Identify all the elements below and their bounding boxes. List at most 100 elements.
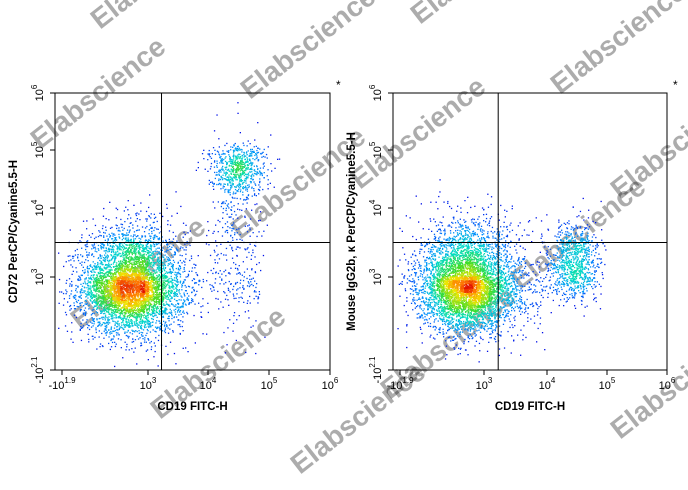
data-point [107, 293, 109, 295]
data-point [240, 180, 242, 182]
data-point [100, 280, 102, 282]
data-point [135, 318, 137, 320]
data-point [147, 320, 149, 322]
data-point [136, 260, 138, 263]
data-point [114, 234, 116, 236]
data-point [146, 262, 148, 264]
data-point [259, 178, 261, 180]
data-point [117, 269, 120, 271]
data-point [224, 178, 227, 180]
data-point [141, 325, 143, 327]
data-point [139, 247, 141, 250]
data-point [233, 150, 235, 152]
data-point [241, 163, 243, 165]
data-point [118, 316, 120, 318]
data-point [108, 233, 110, 235]
data-point [167, 304, 170, 307]
data-point [241, 274, 243, 276]
data-point [245, 180, 247, 182]
data-point [132, 267, 135, 269]
data-point [238, 176, 240, 179]
data-point [102, 259, 104, 261]
data-point [227, 226, 229, 228]
data-point [178, 299, 180, 301]
data-point [177, 267, 180, 269]
data-point [116, 300, 118, 302]
data-point [147, 273, 150, 275]
data-point [112, 242, 114, 244]
data-point [133, 250, 136, 253]
data-point [235, 186, 237, 188]
data-point [125, 234, 127, 237]
data-point [120, 262, 122, 264]
data-point [223, 331, 225, 334]
data-point [146, 296, 148, 299]
data-point [112, 296, 115, 298]
data-point [233, 155, 235, 157]
data-point [244, 216, 246, 218]
data-point [93, 255, 95, 258]
data-point [236, 149, 238, 152]
data-point [144, 337, 146, 339]
data-point [98, 297, 100, 299]
data-point [160, 249, 162, 251]
data-point [132, 325, 134, 327]
data-point [155, 307, 158, 310]
data-point [127, 234, 129, 236]
data-point [236, 197, 238, 200]
data-point [138, 332, 140, 334]
data-point [83, 290, 85, 292]
data-point [148, 271, 151, 273]
data-point [141, 270, 143, 272]
data-point [231, 182, 233, 184]
data-point [93, 244, 95, 246]
data-point [83, 272, 86, 274]
data-point [85, 296, 87, 298]
data-point [229, 227, 231, 229]
data-point [130, 222, 132, 224]
data-point [97, 264, 99, 266]
data-point [152, 312, 155, 314]
data-point [158, 302, 160, 304]
data-point [221, 158, 223, 160]
data-point [142, 268, 144, 270]
data-point [174, 311, 176, 313]
data-point [97, 244, 100, 247]
data-point [102, 296, 105, 298]
data-point [240, 180, 242, 183]
data-point [100, 281, 102, 284]
data-point [154, 350, 156, 353]
data-point [232, 183, 234, 185]
data-point [230, 283, 232, 285]
data-point [148, 264, 150, 267]
data-point [125, 240, 128, 242]
data-point [165, 301, 167, 303]
data-point [132, 236, 134, 238]
data-point [104, 268, 106, 270]
data-point [177, 295, 179, 297]
data-point [132, 306, 135, 308]
data-point [162, 262, 164, 264]
data-point [240, 296, 242, 298]
data-point [254, 256, 256, 258]
data-point [227, 203, 230, 205]
data-point [99, 317, 101, 320]
data-point [112, 233, 114, 236]
data-point [108, 266, 110, 268]
data-point [135, 250, 137, 252]
data-point [140, 327, 142, 329]
data-point [137, 257, 140, 259]
data-point [112, 306, 114, 308]
data-point [109, 333, 111, 335]
data-point [167, 332, 170, 334]
data-point [254, 154, 256, 157]
data-point [261, 235, 263, 237]
data-point [100, 277, 102, 279]
data-point [86, 220, 88, 222]
data-point [169, 224, 172, 226]
data-point [194, 342, 196, 344]
data-point [147, 239, 150, 241]
data-point [128, 308, 130, 311]
data-point [154, 250, 156, 252]
data-point [135, 244, 138, 246]
